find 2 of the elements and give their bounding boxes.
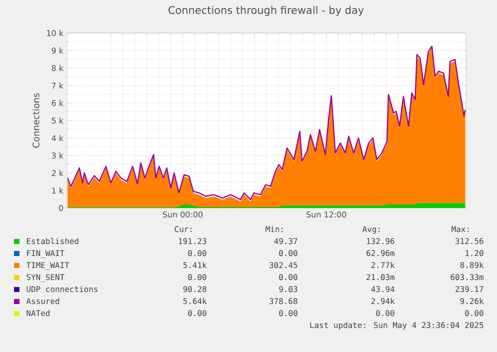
y-axis-title: Connections bbox=[32, 93, 40, 148]
chart-title: Connections through firewall - by day bbox=[168, 6, 364, 16]
